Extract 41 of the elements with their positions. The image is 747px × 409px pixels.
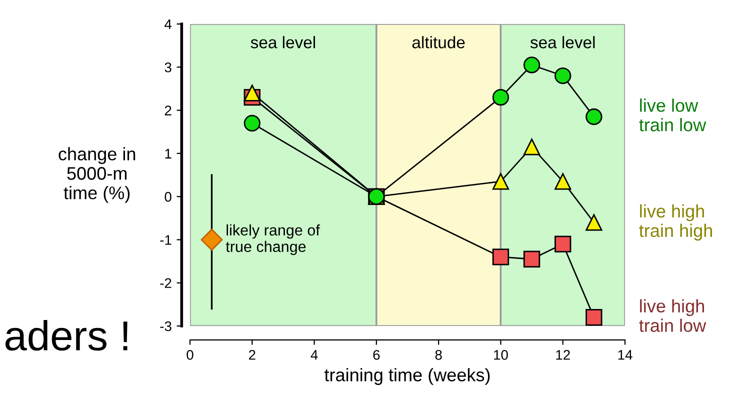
y-tick-label: 2 xyxy=(164,106,172,116)
x-tick-label: 14 xyxy=(618,350,632,360)
point xyxy=(244,84,260,102)
x-tick-label: 2 xyxy=(248,350,256,360)
point xyxy=(554,67,572,84)
x-tick-label: 12 xyxy=(556,350,570,360)
text: live high train high xyxy=(639,204,712,241)
band-label: altitude xyxy=(412,36,465,48)
x-tick-label: 4 xyxy=(310,350,318,360)
series-label: likely range of true change xyxy=(226,224,320,256)
y-tick-label: 1 xyxy=(165,148,172,158)
x-tick-label: 8 xyxy=(435,350,442,360)
x-tick-label: 10 xyxy=(494,350,508,360)
x-tick-label: 6 xyxy=(373,350,380,360)
point xyxy=(523,250,540,268)
y-tick-label: -3 xyxy=(160,321,172,332)
y-axis-title: change in 5000-m time (%) xyxy=(58,147,136,203)
point xyxy=(554,173,572,190)
y-tick-label: -2 xyxy=(160,278,172,288)
band-label: sea level xyxy=(250,36,315,48)
point xyxy=(492,89,510,106)
y-tick-label: 4 xyxy=(164,19,172,30)
y-tick-label: 0 xyxy=(164,192,172,202)
text: live low train low xyxy=(639,98,706,132)
point xyxy=(200,228,223,251)
point xyxy=(586,309,602,326)
point xyxy=(523,138,540,156)
text: aders ! xyxy=(6,320,128,351)
point xyxy=(554,236,572,252)
text: live high train low xyxy=(639,299,706,332)
point xyxy=(586,108,602,126)
point xyxy=(586,214,602,231)
y-tick-label: -1 xyxy=(160,235,172,245)
band-label: sea level xyxy=(530,36,595,48)
point xyxy=(492,248,510,266)
y-tick-label: 3 xyxy=(164,62,172,72)
point xyxy=(244,114,260,132)
x-axis-title: training time (weeks) xyxy=(324,368,490,385)
point xyxy=(492,173,510,190)
x-tick-label: 0 xyxy=(186,350,194,360)
point xyxy=(523,56,540,74)
